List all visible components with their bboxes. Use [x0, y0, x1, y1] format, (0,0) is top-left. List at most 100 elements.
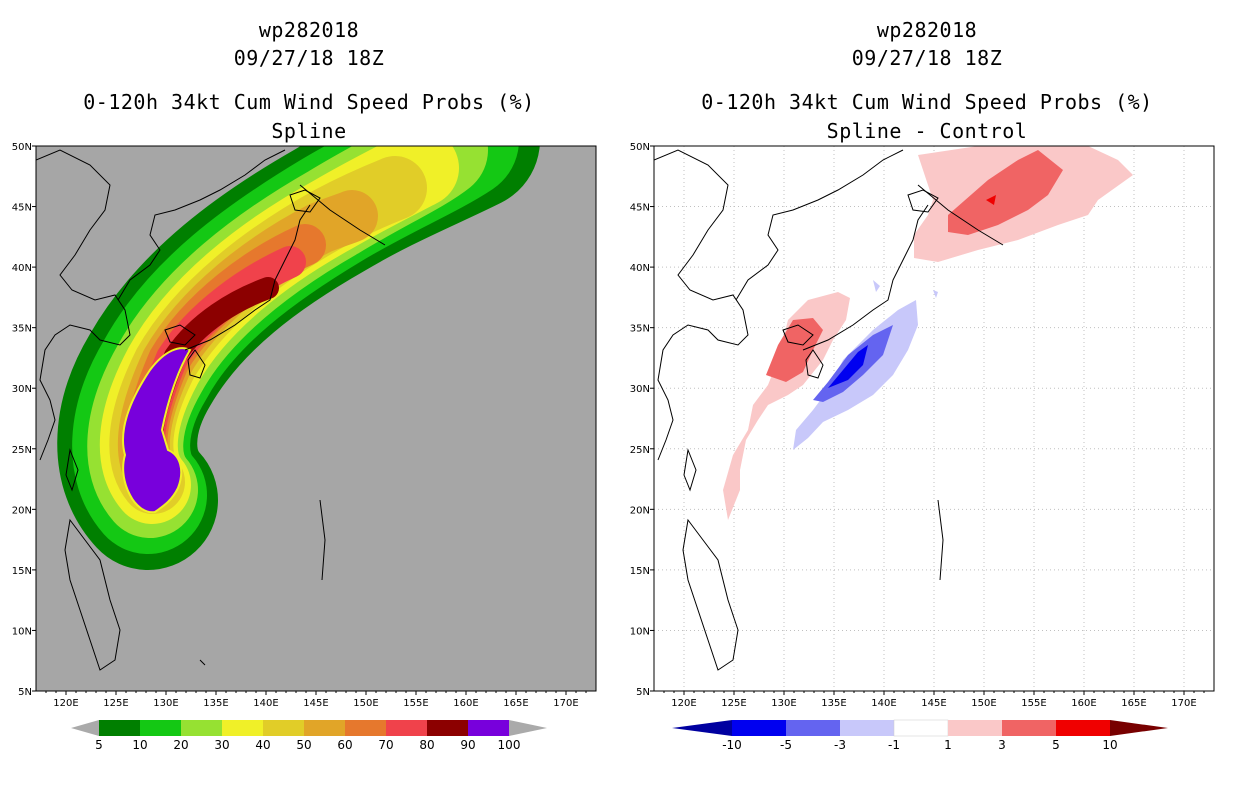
lat-label: 15N [12, 566, 32, 577]
colorbar-label: 100 [498, 738, 521, 752]
colorbar-label: -10 [722, 738, 742, 752]
lon-label: 160E [453, 698, 478, 709]
colorbar-segment [786, 720, 840, 736]
colorbar-label: 80 [419, 738, 434, 752]
colorbar-right: -10 -5 -3 -1 1 3 5 10 [672, 719, 1168, 752]
lat-label: 30N [12, 384, 32, 395]
lon-label: 155E [403, 698, 428, 709]
map-subtitle: Spline - Control [826, 119, 1028, 143]
colorbar-segment [222, 720, 263, 736]
datetime: 09/27/18 18Z [233, 46, 385, 70]
lon-label: 150E [971, 698, 996, 709]
colorbar-arrow-left [71, 720, 99, 736]
colorbar-segment [732, 720, 786, 736]
lon-label: 165E [503, 698, 528, 709]
lat-label: 30N [630, 384, 650, 395]
colorbar-segment [1056, 720, 1110, 736]
lon-label: 135E [203, 698, 228, 709]
datetime: 09/27/18 18Z [851, 46, 1003, 70]
lat-label: 20N [12, 505, 32, 516]
lon-label: 150E [353, 698, 378, 709]
coastlines [36, 149, 386, 671]
lon-label: 160E [1071, 698, 1096, 709]
lat-label: 40N [12, 263, 32, 274]
lon-label: 120E [53, 698, 78, 709]
lon-label: 125E [721, 698, 746, 709]
map-title: 0-120h 34kt Cum Wind Speed Probs (%) [701, 90, 1153, 114]
colorbar-label: 40 [255, 738, 270, 752]
storm-id: wp282018 [876, 18, 978, 42]
lon-label: 130E [771, 698, 796, 709]
colorbar-arrow-left [672, 720, 732, 736]
colorbar-label: 10 [132, 738, 147, 752]
lat-label: 5N [18, 687, 32, 698]
colorbar-label: 30 [214, 738, 229, 752]
colorbar-arrow-right [1110, 720, 1168, 736]
lat-label: 50N [630, 142, 650, 153]
colorbar-segment [304, 720, 345, 736]
colorbar-label: -1 [888, 738, 900, 752]
lon-label: 120E [671, 698, 696, 709]
lat-label: 5N [636, 687, 650, 698]
lon-ticks: 120E 125E 130E 135E 140E 145E 150E 155E 160E 165E… [45, 691, 587, 709]
colorbar-label: -3 [834, 738, 846, 752]
colorbar-segment [345, 720, 386, 736]
lon-label: 140E [253, 698, 278, 709]
lon-label: 130E [153, 698, 178, 709]
coastlines [654, 149, 1004, 671]
lon-label: 140E [871, 698, 896, 709]
colorbar-label: 5 [95, 738, 103, 752]
colorbar-segment [427, 720, 468, 736]
colorbar-segment [386, 720, 427, 736]
colorbar-segment [893, 719, 949, 737]
lat-ticks: 50N 45N 40N 35N 30N 25N 20N 15N 10N 5N [630, 142, 654, 698]
right-map: 120E 125E 130E 135E 140E 145E 150E 155E 160E 165E… [630, 142, 1215, 752]
right-panel: wp282018 09/27/18 18Z 0-120h 34kt Cum Wi… [618, 0, 1236, 800]
lon-label: 165E [1121, 698, 1146, 709]
colorbar-segment [840, 720, 894, 736]
lat-label: 25N [630, 445, 650, 456]
core-100pct [121, 347, 192, 514]
lat-label: 45N [12, 203, 32, 214]
lat-ticks: 50N 45N 40N 35N 30N 25N 20N 15N 10N 5N [12, 142, 36, 698]
colorbar-segment [140, 720, 181, 736]
lon-label: 155E [1021, 698, 1046, 709]
map-subtitle: Spline [271, 119, 347, 143]
storm-id: wp282018 [258, 18, 360, 42]
lat-label: 10N [12, 626, 32, 637]
colorbar-label: 50 [296, 738, 311, 752]
colorbar-left: 5 10 20 30 40 50 60 70 80 90 100 [71, 720, 547, 752]
colorbar-label: 90 [460, 738, 475, 752]
colorbar-segment [468, 720, 509, 736]
lon-label: 135E [821, 698, 846, 709]
lat-label: 35N [630, 324, 650, 335]
lat-label: 25N [12, 445, 32, 456]
colorbar-label: 60 [337, 738, 352, 752]
colorbar-label: 1 [944, 738, 952, 752]
colorbar-label: 70 [378, 738, 393, 752]
colorbar-segment [263, 720, 304, 736]
lat-label: 35N [12, 324, 32, 335]
colorbar-label: 10 [1102, 738, 1117, 752]
colorbar-label: 20 [173, 738, 188, 752]
probability-swath [57, 146, 540, 570]
colorbar-label: -5 [780, 738, 792, 752]
left-map: 120E 125E 130E 135E 140E 145E 150E 155E 160E 165E… [12, 142, 597, 752]
colorbar-segment [181, 720, 222, 736]
colorbar-label: 5 [1052, 738, 1060, 752]
colorbar-segment [99, 720, 140, 736]
lat-label: 45N [630, 203, 650, 214]
lat-label: 20N [630, 505, 650, 516]
lon-label: 125E [103, 698, 128, 709]
lat-label: 50N [12, 142, 32, 153]
lat-label: 15N [630, 566, 650, 577]
lon-label: 145E [303, 698, 328, 709]
left-panel: wp282018 09/27/18 18Z 0-120h 34kt Cum Wi… [12, 18, 597, 752]
colorbar-label: 3 [998, 738, 1006, 752]
difference-field [723, 146, 1133, 520]
map-title: 0-120h 34kt Cum Wind Speed Probs (%) [83, 90, 535, 114]
lat-label: 10N [630, 626, 650, 637]
colorbar-arrow-right [509, 720, 547, 736]
lon-label: 145E [921, 698, 946, 709]
lon-label: 170E [1171, 698, 1196, 709]
